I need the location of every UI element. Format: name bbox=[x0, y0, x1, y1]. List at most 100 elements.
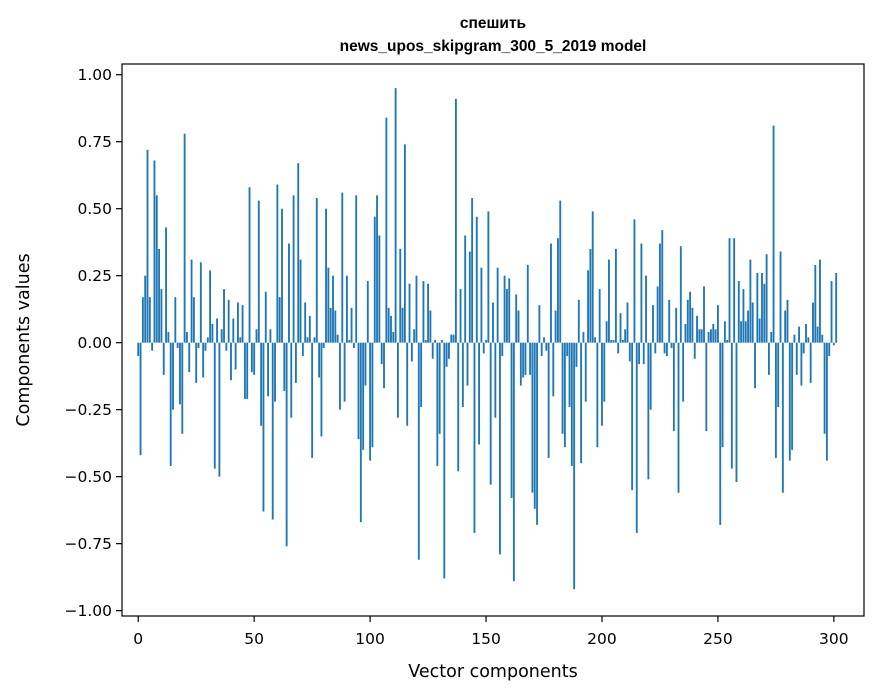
bar-95 bbox=[357, 342, 360, 440]
bar-102 bbox=[373, 216, 376, 343]
bar-7 bbox=[153, 160, 156, 343]
y-tick-label: 0.50 bbox=[77, 200, 112, 218]
bar-270 bbox=[763, 283, 766, 343]
bar-80 bbox=[322, 342, 325, 349]
bar-167 bbox=[524, 342, 527, 375]
bar-189 bbox=[575, 342, 578, 367]
bar-147 bbox=[478, 342, 481, 445]
bar-188 bbox=[573, 342, 576, 590]
bar-113 bbox=[399, 248, 402, 343]
bar-194 bbox=[587, 270, 589, 343]
bar-52 bbox=[257, 200, 260, 343]
bar-46 bbox=[243, 342, 246, 399]
y-tick-label: 0.00 bbox=[77, 334, 112, 352]
y-axis-label: Components values bbox=[14, 253, 34, 426]
bar-55 bbox=[264, 291, 267, 343]
bar-103 bbox=[376, 195, 378, 343]
bar-122 bbox=[420, 342, 423, 407]
bar-186 bbox=[568, 342, 571, 407]
bar-145 bbox=[473, 342, 476, 533]
bar-261 bbox=[742, 289, 745, 343]
bar-41 bbox=[232, 318, 235, 343]
bar-211 bbox=[626, 302, 629, 343]
bar-279 bbox=[784, 310, 787, 343]
bar-148 bbox=[480, 267, 483, 343]
bar-185 bbox=[566, 342, 569, 357]
bar-29 bbox=[204, 342, 207, 351]
bar-213 bbox=[631, 342, 634, 491]
bar-37 bbox=[223, 289, 225, 343]
y-tick-label: 1.00 bbox=[77, 66, 112, 84]
bar-169 bbox=[529, 342, 532, 375]
bar-187 bbox=[570, 342, 573, 466]
bar-162 bbox=[512, 342, 515, 582]
bar-225 bbox=[659, 243, 661, 343]
bar-6 bbox=[151, 342, 154, 351]
bar-210 bbox=[624, 329, 627, 343]
bar-75 bbox=[311, 342, 314, 458]
bar-51 bbox=[255, 329, 258, 343]
bar-105 bbox=[380, 342, 383, 365]
bar-22 bbox=[188, 342, 191, 373]
bar-20 bbox=[183, 133, 186, 343]
bar-50 bbox=[253, 342, 256, 375]
bar-30 bbox=[206, 337, 209, 343]
bar-133 bbox=[445, 342, 448, 367]
bar-115 bbox=[403, 144, 406, 343]
bar-206 bbox=[614, 248, 617, 343]
bar-5 bbox=[148, 297, 151, 343]
bar-82 bbox=[327, 267, 330, 343]
bar-135 bbox=[450, 334, 453, 343]
bar-54 bbox=[262, 342, 265, 512]
bar-130 bbox=[438, 342, 441, 434]
bar-263 bbox=[747, 310, 749, 343]
bar-14 bbox=[169, 342, 172, 466]
bar-181 bbox=[557, 238, 559, 343]
bar-69 bbox=[297, 163, 300, 343]
bar-146 bbox=[475, 216, 478, 343]
bar-238 bbox=[689, 291, 692, 343]
bar-237 bbox=[686, 299, 689, 343]
bar-48 bbox=[248, 187, 251, 343]
bar-161 bbox=[510, 342, 513, 499]
bar-81 bbox=[325, 208, 327, 343]
bar-165 bbox=[519, 342, 522, 386]
bar-175 bbox=[543, 337, 545, 343]
bar-204 bbox=[610, 340, 613, 343]
bar-166 bbox=[522, 342, 525, 378]
bar-289 bbox=[807, 337, 810, 343]
bar-219 bbox=[645, 275, 647, 343]
bar-40 bbox=[230, 342, 232, 381]
bar-250 bbox=[716, 305, 719, 343]
bar-28 bbox=[202, 342, 205, 378]
bar-49 bbox=[250, 342, 253, 373]
bar-251 bbox=[719, 342, 722, 525]
bar-286 bbox=[800, 342, 803, 386]
bar-118 bbox=[410, 342, 413, 362]
bar-79 bbox=[320, 342, 323, 437]
bar-255 bbox=[728, 238, 731, 343]
bar-72 bbox=[304, 302, 307, 343]
bar-288 bbox=[805, 323, 807, 343]
bar-42 bbox=[234, 342, 237, 370]
bar-183 bbox=[561, 342, 564, 434]
bar-65 bbox=[288, 243, 290, 343]
bar-227 bbox=[663, 342, 666, 354]
bar-77 bbox=[315, 197, 318, 343]
bar-257 bbox=[733, 238, 736, 343]
bar-234 bbox=[679, 246, 682, 343]
bar-119 bbox=[413, 329, 416, 343]
bar-191 bbox=[580, 342, 583, 464]
bar-62 bbox=[281, 208, 283, 343]
bar-205 bbox=[612, 340, 615, 343]
bar-244 bbox=[703, 286, 705, 343]
bar-93 bbox=[352, 342, 355, 349]
bar-276 bbox=[777, 342, 780, 407]
bar-230 bbox=[670, 342, 673, 349]
bar-47 bbox=[246, 342, 249, 399]
bar-112 bbox=[397, 342, 399, 418]
bar-182 bbox=[559, 200, 562, 343]
bar-195 bbox=[589, 248, 592, 343]
x-tick-label: 100 bbox=[355, 630, 385, 648]
